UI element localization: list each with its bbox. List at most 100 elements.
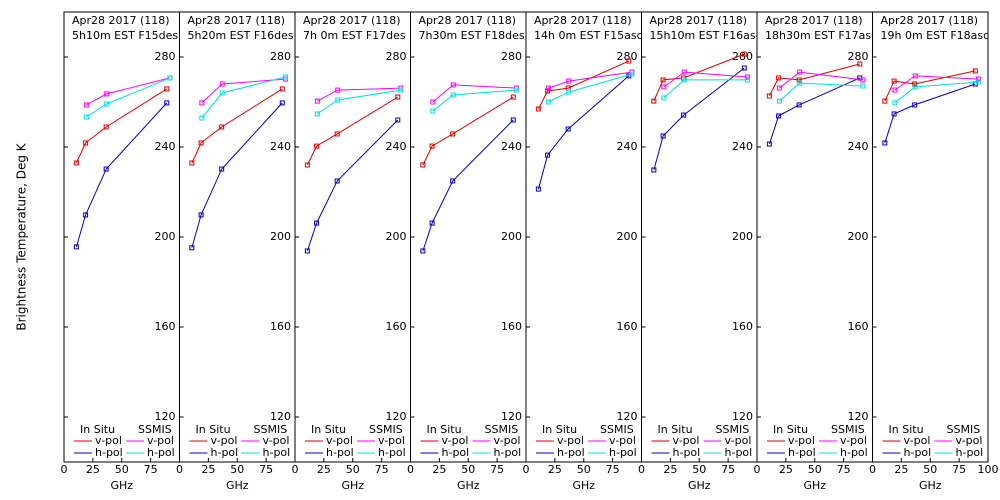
series-line (306, 96, 399, 166)
x-tick-label: 50 (577, 463, 591, 476)
data-point (83, 140, 89, 146)
legend-label: v-pol (326, 434, 353, 447)
data-point (741, 65, 747, 71)
legend-label: h-pol (956, 446, 984, 459)
data-point (395, 94, 401, 100)
x-tick-label: 50 (808, 463, 822, 476)
x-tick-label: 75 (490, 463, 504, 476)
legend-title: SSMIS (831, 423, 865, 436)
series-line (778, 82, 863, 102)
data-point (912, 102, 918, 108)
data-point (279, 100, 285, 106)
series-line (653, 53, 745, 102)
y-tick-label: 160 (501, 320, 522, 333)
x-tick-label: 25 (663, 463, 677, 476)
data-point (545, 88, 551, 94)
data-point (219, 81, 225, 87)
series-line (75, 102, 168, 248)
series-line (191, 88, 283, 164)
x-axis-label: GHz (110, 479, 133, 492)
y-tick-label: 200 (617, 230, 638, 243)
legend-title: In Situ (427, 423, 462, 436)
data-point (766, 93, 772, 99)
data-point (766, 141, 772, 147)
data-point (535, 186, 541, 192)
x-tick-label: 0 (869, 463, 876, 476)
chart-title: Apr28 2017 (118) (72, 14, 170, 27)
legend-title: In Situ (889, 423, 924, 436)
legend-label: v-pol (904, 434, 931, 447)
data-point (626, 58, 632, 64)
data-point (335, 87, 341, 93)
data-point (660, 133, 666, 139)
series-line (653, 67, 745, 171)
legend-label: v-pol (725, 434, 752, 447)
data-point (860, 83, 866, 89)
data-point (420, 248, 426, 254)
y-axis-label: Brightness Temperature, Deg K (15, 142, 29, 330)
data-point (565, 126, 571, 132)
y-tick-label: 120 (270, 410, 291, 423)
y-tick-label: 240 (848, 140, 869, 153)
legend-label: h-pol (609, 446, 637, 459)
legend-label: h-pol (442, 446, 470, 459)
data-point (796, 102, 802, 108)
data-point (219, 90, 225, 96)
data-point (566, 89, 572, 95)
data-point (219, 124, 225, 130)
legend-label: h-pol (326, 446, 354, 459)
data-point (334, 131, 340, 137)
data-point (304, 248, 310, 254)
data-point (776, 85, 782, 91)
y-tick-label: 160 (732, 320, 753, 333)
data-point (545, 152, 551, 158)
series-line (75, 88, 168, 164)
x-tick-label: 25 (779, 463, 793, 476)
x-tick-label: 75 (721, 463, 735, 476)
data-point (857, 61, 863, 67)
chart-subtitle: 5h10m EST F15des (72, 29, 178, 42)
panel: 120 160 200 240 280 Apr28 2017 (118) 18h30m ES… (757, 14, 873, 459)
legend-label: h-pol (840, 446, 868, 459)
y-tick-label: 120 (848, 410, 869, 423)
y-tick-label: 200 (501, 230, 522, 243)
x-axis-label: GHz (341, 479, 364, 492)
data-point (73, 160, 79, 166)
series-line (432, 89, 517, 112)
chart-title: Apr28 2017 (118) (650, 14, 748, 27)
series-line (201, 76, 286, 119)
data-point (629, 71, 635, 77)
legend-label: v-pol (95, 434, 122, 447)
data-point (103, 166, 109, 172)
legend-label: v-pol (557, 434, 584, 447)
data-point (83, 212, 89, 218)
data-point (744, 74, 750, 80)
legend-label: v-pol (211, 434, 238, 447)
y-tick-label: 240 (617, 140, 638, 153)
data-point (279, 86, 285, 92)
y-tick-label: 240 (732, 140, 753, 153)
chart-subtitle: 15h10m EST F16asc (650, 29, 762, 42)
y-tick-label: 280 (270, 50, 291, 63)
legend-label: h-pol (904, 446, 932, 459)
data-point (776, 113, 782, 119)
legend-title: SSMIS (369, 423, 403, 436)
y-tick-label: 240 (155, 140, 176, 153)
x-tick-label: 50 (115, 463, 129, 476)
data-point (198, 212, 204, 218)
panel: 120 160 200 240 280 Apr28 2017 (118) 7h30m EST… (410, 14, 525, 459)
x-tick-label: 100 (978, 463, 999, 476)
y-tick-label: 280 (617, 50, 638, 63)
x-tick-label: 0 (754, 463, 761, 476)
legend-title: In Situ (658, 423, 693, 436)
series-line (201, 78, 286, 104)
legend-label: h-pol (263, 446, 291, 459)
series-line (432, 84, 517, 103)
series-line (86, 77, 171, 106)
x-tick-label: 0 (407, 463, 414, 476)
data-point (681, 112, 687, 118)
legend-title: In Situ (311, 423, 346, 436)
y-tick-label: 200 (270, 230, 291, 243)
